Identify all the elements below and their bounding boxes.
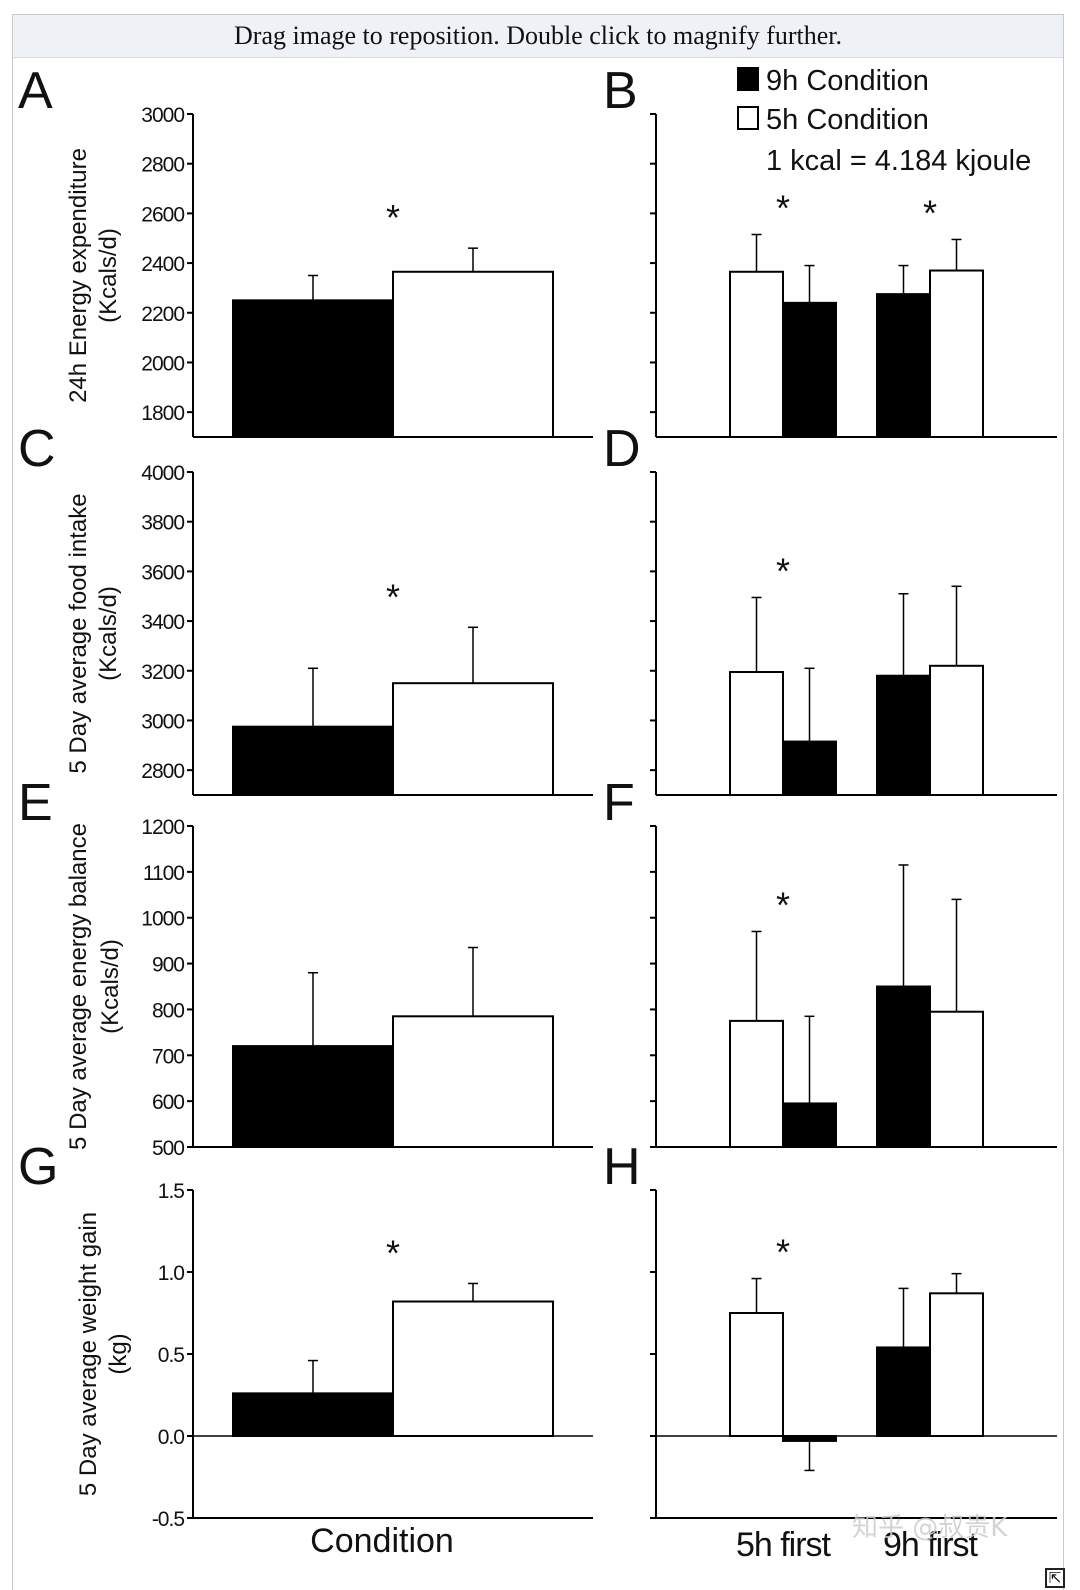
y-tick-label-e-7: 1200 bbox=[141, 816, 184, 839]
bar-f-3 bbox=[929, 1010, 984, 1148]
panel-letter-d: D bbox=[603, 420, 641, 478]
y-axis-label-e: 5 Day average energy balance bbox=[65, 823, 92, 1150]
y-tick-label-a-1: 2000 bbox=[141, 352, 184, 375]
y-axis-label-c: 5 Day average food intake bbox=[65, 493, 92, 773]
bar-b-0 bbox=[729, 270, 784, 438]
panel-letter-h: H bbox=[603, 1138, 641, 1196]
bar-e-1 bbox=[392, 1015, 554, 1148]
y-tick-label-e-1: 600 bbox=[152, 1091, 184, 1114]
bar-h-3 bbox=[929, 1292, 984, 1437]
bar-f-1 bbox=[782, 1102, 837, 1148]
resize-corner-icon[interactable]: ⇱ bbox=[1045, 1568, 1065, 1588]
y-axis-unit-c: (Kcals/d) bbox=[95, 586, 122, 681]
y-tick-label-e-0: 500 bbox=[152, 1137, 184, 1160]
bar-d-2 bbox=[876, 674, 931, 796]
bar-a-0 bbox=[232, 299, 394, 438]
y-tick-label-c-0: 2800 bbox=[141, 760, 184, 783]
y-tick-label-c-1: 3000 bbox=[141, 710, 184, 733]
panel-letter-f: F bbox=[603, 774, 635, 832]
panel-letter-g: G bbox=[18, 1138, 58, 1196]
group-label-h-1: 9h first bbox=[883, 1526, 979, 1564]
panel-letter-e: E bbox=[18, 774, 53, 832]
bar-d-3 bbox=[929, 664, 984, 796]
bar-a-1 bbox=[392, 270, 554, 438]
significance-star-g-0: * bbox=[386, 1232, 400, 1273]
y-tick-label-g-0: -0.5 bbox=[152, 1508, 185, 1531]
bar-f-2 bbox=[876, 985, 931, 1148]
y-tick-label-a-6: 3000 bbox=[141, 104, 184, 127]
bar-g-1 bbox=[392, 1300, 554, 1438]
y-tick-label-e-3: 800 bbox=[152, 999, 184, 1022]
legend-label-0: 9h Condition bbox=[766, 65, 929, 97]
y-tick-label-e-2: 700 bbox=[152, 1045, 184, 1068]
y-axis-unit-e: (Kcals/d) bbox=[97, 939, 124, 1034]
bar-d-0 bbox=[729, 671, 784, 796]
legend-label-1: 5h Condition bbox=[766, 104, 929, 136]
bar-h-2 bbox=[876, 1346, 931, 1437]
bar-h-0 bbox=[729, 1312, 784, 1437]
y-axis-unit-a: (Kcals/d) bbox=[95, 228, 122, 323]
y-tick-label-e-6: 1100 bbox=[143, 862, 184, 885]
viewer-instruction-text: Drag image to reposition. Double click t… bbox=[234, 21, 842, 50]
y-tick-label-g-2: 0.5 bbox=[158, 1344, 185, 1367]
bar-c-0 bbox=[232, 725, 394, 797]
significance-star-d-0: * bbox=[776, 550, 790, 591]
y-tick-label-c-3: 3400 bbox=[141, 611, 184, 634]
y-tick-label-e-4: 900 bbox=[152, 954, 184, 977]
watermark-text: 知乎 @叔贵K bbox=[852, 1513, 1008, 1543]
significance-star-f-0: * bbox=[776, 884, 790, 925]
panel-letter-b: B bbox=[603, 62, 638, 120]
y-tick-label-c-6: 4000 bbox=[141, 462, 184, 485]
unit-conversion-note: 1 kcal = 4.184 kjoule bbox=[766, 145, 1031, 177]
group-label-h-0: 5h first bbox=[736, 1526, 832, 1564]
y-tick-label-c-4: 3600 bbox=[141, 561, 184, 584]
image-viewer-frame bbox=[12, 14, 1064, 1590]
y-axis-label-a: 24h Energy expenditure bbox=[65, 148, 92, 403]
legend-swatch-1 bbox=[737, 106, 759, 130]
significance-star-b-0: * bbox=[776, 188, 790, 229]
y-tick-label-g-4: 1.5 bbox=[158, 1180, 185, 1203]
bar-d-1 bbox=[782, 740, 837, 796]
y-tick-label-a-4: 2600 bbox=[141, 203, 184, 226]
significance-star-h-0: * bbox=[776, 1232, 790, 1273]
bar-e-0 bbox=[232, 1045, 394, 1148]
bar-f-0 bbox=[729, 1019, 784, 1149]
y-axis-label-g: 5 Day average weight gain bbox=[75, 1212, 102, 1496]
panel-letter-a: A bbox=[18, 62, 53, 120]
y-tick-label-e-5: 1000 bbox=[141, 908, 184, 931]
y-tick-label-c-5: 3800 bbox=[141, 512, 184, 535]
bar-h-1 bbox=[782, 1435, 837, 1442]
bar-g-0 bbox=[232, 1392, 394, 1437]
bar-b-1 bbox=[782, 301, 837, 439]
bar-b-3 bbox=[929, 269, 984, 438]
y-tick-label-g-3: 1.0 bbox=[158, 1262, 185, 1285]
x-axis-label-g: Condition bbox=[310, 1522, 454, 1560]
significance-star-b-1: * bbox=[923, 192, 937, 233]
bar-b-2 bbox=[876, 293, 931, 438]
y-tick-label-a-2: 2200 bbox=[141, 303, 184, 326]
y-tick-label-c-2: 3200 bbox=[141, 661, 184, 684]
significance-star-a-0: * bbox=[386, 197, 400, 238]
y-tick-label-a-5: 2800 bbox=[141, 154, 184, 177]
y-axis-unit-g: (kg) bbox=[105, 1333, 132, 1374]
panel-letter-c: C bbox=[18, 420, 56, 478]
viewer-instruction-banner: Drag image to reposition. Double click t… bbox=[13, 15, 1063, 58]
significance-star-c-0: * bbox=[386, 576, 400, 617]
bar-c-1 bbox=[392, 682, 554, 797]
y-tick-label-a-3: 2400 bbox=[141, 253, 184, 276]
y-tick-label-g-1: 0.0 bbox=[158, 1426, 185, 1449]
y-tick-label-a-0: 1800 bbox=[141, 402, 184, 425]
legend-swatch-0 bbox=[737, 67, 759, 91]
